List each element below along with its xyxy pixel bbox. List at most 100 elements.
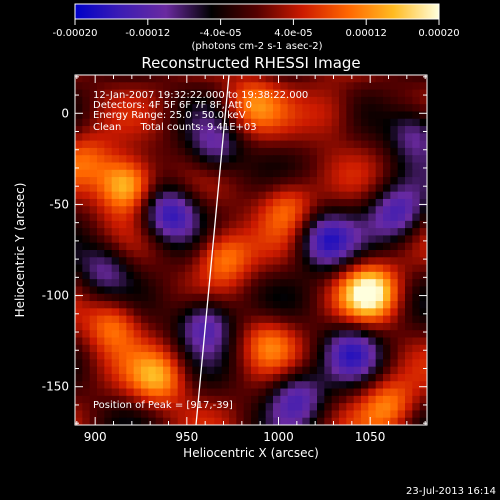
- heatmap-cell: [119, 169, 127, 178]
- heatmap-cell: [236, 373, 245, 382]
- heatmap-cell: [353, 111, 362, 120]
- heatmap-cell: [368, 410, 377, 419]
- heatmap-cell: [243, 315, 252, 324]
- heatmap-cell: [346, 301, 355, 309]
- heatmap-cell: [126, 410, 135, 419]
- heatmap-cell: [236, 89, 245, 98]
- heatmap-cell: [133, 359, 142, 368]
- heatmap-cell: [236, 366, 245, 375]
- heatmap-cell: [236, 169, 245, 178]
- colorbar-tick-label: -0.00020: [53, 28, 98, 39]
- heatmap-cell: [104, 169, 113, 178]
- heatmap-cell: [383, 366, 391, 375]
- heatmap-cell: [177, 96, 186, 105]
- heatmap-cell: [331, 410, 340, 419]
- heatmap-cell: [368, 96, 377, 105]
- heatmap-cell: [317, 133, 325, 142]
- heatmap-cell: [185, 286, 193, 295]
- heatmap-cell: [361, 111, 369, 120]
- heatmap-cell: [192, 155, 201, 164]
- heatmap-cell: [177, 344, 186, 353]
- heatmap-cell: [104, 133, 113, 142]
- heatmap-cell: [185, 395, 193, 404]
- heatmap-cell: [265, 373, 274, 382]
- heatmap-cell: [133, 286, 142, 295]
- heatmap-cell: [390, 184, 399, 193]
- heatmap-cell: [273, 155, 281, 164]
- heatmap-cell: [155, 410, 164, 419]
- heatmap-cell: [251, 257, 259, 266]
- heatmap-cell: [383, 96, 391, 105]
- heatmap-cell: [214, 315, 223, 324]
- heatmap-cell: [419, 373, 427, 382]
- heatmap-cell: [192, 315, 201, 324]
- heatmap-cell: [207, 155, 215, 164]
- heatmap-cell: [309, 177, 318, 185]
- heatmap-cell: [397, 242, 406, 251]
- heatmap-cell: [331, 308, 340, 317]
- heatmap-cell: [148, 177, 157, 185]
- heatmap-cell: [295, 82, 303, 91]
- heatmap-cell: [339, 366, 347, 375]
- heatmap-cell: [82, 89, 91, 98]
- heatmap-cell: [229, 140, 237, 149]
- heatmap-cell: [111, 417, 120, 425]
- heatmap-cell: [324, 308, 333, 317]
- heatmap-cell: [258, 235, 267, 244]
- heatmap-cell: [331, 126, 340, 134]
- heatmap-cell: [309, 264, 318, 273]
- heatmap-cell: [258, 417, 267, 425]
- heatmap-cell: [75, 366, 83, 375]
- heatmap-cell: [97, 395, 105, 404]
- heatmap-cell: [346, 155, 355, 164]
- heatmap-cell: [221, 235, 230, 244]
- heatmap-cell: [273, 381, 281, 390]
- heatmap-cell: [346, 220, 355, 229]
- heatmap-cell: [265, 279, 274, 288]
- heatmap-cell: [75, 395, 83, 404]
- heatmap-cell: [397, 330, 406, 339]
- heatmap-cell: [119, 191, 127, 200]
- heatmap-cell: [89, 184, 98, 193]
- heatmap-cell: [383, 301, 391, 309]
- heatmap-cell: [119, 293, 127, 302]
- heatmap-cell: [251, 373, 259, 382]
- heatmap-cell: [185, 381, 193, 390]
- heatmap-cell: [346, 169, 355, 178]
- heatmap-cell: [148, 366, 157, 375]
- heatmap-cell: [361, 118, 369, 127]
- heatmap-cell: [148, 403, 157, 412]
- heatmap-cell: [265, 75, 274, 83]
- heatmap-cell: [287, 388, 296, 397]
- heatmap-cell: [251, 111, 259, 120]
- heatmap-cell: [353, 184, 362, 193]
- heatmap-cell: [383, 228, 391, 237]
- heatmap-cell: [353, 126, 362, 134]
- heatmap-cell: [236, 133, 245, 142]
- heatmap-cell: [243, 293, 252, 302]
- heatmap-cell: [368, 191, 377, 200]
- heatmap-cell: [104, 191, 113, 200]
- heatmap-cell: [331, 403, 340, 412]
- heatmap-cell: [353, 293, 362, 302]
- heatmap-cell: [361, 322, 369, 331]
- heatmap-cell: [82, 293, 91, 302]
- heatmap-cell: [155, 235, 164, 244]
- heatmap-cell: [126, 344, 135, 353]
- heatmap-cell: [309, 184, 318, 193]
- heatmap-cell: [104, 104, 113, 113]
- heatmap-cell: [148, 410, 157, 419]
- heatmap-cell: [104, 96, 113, 105]
- heatmap-cell: [148, 140, 157, 149]
- heatmap-cell: [353, 366, 362, 375]
- heatmap-cell: [419, 228, 427, 237]
- heatmap-cell: [126, 337, 135, 346]
- heatmap-cell: [229, 206, 237, 215]
- heatmap-cell: [280, 155, 289, 164]
- heatmap-cell: [148, 344, 157, 353]
- heatmap-cell: [192, 250, 201, 258]
- heatmap-cell: [361, 184, 369, 193]
- heatmap-cell: [207, 96, 215, 105]
- heatmap-cell: [221, 191, 230, 200]
- heatmap-cell: [155, 381, 164, 390]
